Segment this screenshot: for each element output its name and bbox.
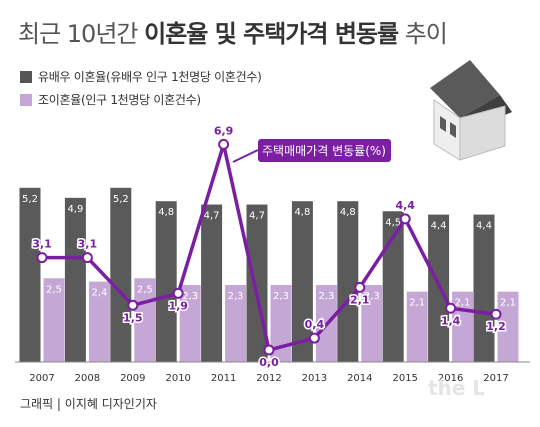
line-point: [490, 308, 502, 320]
bar-value-label-dark: 4,7: [249, 211, 265, 222]
bar-value-label-light: 2,3: [318, 291, 334, 302]
bar-crude-divorce: [406, 291, 428, 362]
title-part-3: 추이: [398, 20, 448, 48]
line-layer: 3,1 3,1 1,5 1,9 6,9 0,0 0,4 2,1 4,4 1,4 1,2: [31, 123, 508, 371]
legend-swatch-light: [20, 93, 32, 106]
line-point: [354, 281, 366, 293]
line-point: [445, 302, 457, 314]
bar-crude-divorce: [43, 278, 65, 362]
house-roof-left: [430, 60, 500, 118]
bar-divorce-married: [291, 201, 313, 362]
title-part-2: 이혼율 및 주택가격 변동률: [144, 20, 399, 48]
bar-value-label-light: 2,1: [409, 298, 425, 309]
bar-value-label-dark: 5,2: [113, 194, 129, 205]
bar-value-label-dark: 4,8: [294, 207, 310, 218]
line-point: [263, 344, 275, 356]
line-value-label: 1,4: [441, 314, 461, 327]
bar-value-label-dark: 4,8: [158, 207, 174, 218]
bar-value-label-light: 2,5: [137, 284, 153, 295]
bar-crude-divorce: [88, 281, 110, 362]
x-tick-label: 2011: [211, 373, 236, 384]
bar-crude-divorce: [361, 284, 383, 362]
line-value-label: 3,1: [32, 238, 52, 251]
bar-divorce-married: [155, 201, 177, 362]
line-value-label: 1,9: [168, 299, 188, 312]
bar-value-label-dark: 4,4: [431, 221, 447, 232]
line-housing-price-change: [42, 142, 497, 352]
house-window-1: [440, 116, 446, 132]
x-tick-label: 2012: [256, 373, 281, 384]
legend-label-divorce-married: 유배우 이혼율(유배우 인구 1천명당 이혼건수): [38, 70, 262, 84]
bar-layer: 5,2 2,5 2007 4,9 2,4 2008 5,2 2,5 2009 4,8 2,3 2010…: [15, 187, 530, 384]
line-point: [308, 332, 320, 344]
x-tick-label: 2010: [165, 373, 190, 384]
legend-item-divorce-married: 유배우 이혼율(유배우 인구 1천명당 이혼건수): [20, 68, 262, 85]
line-point: [127, 299, 139, 311]
bar-value-label-dark: 4,4: [476, 221, 492, 232]
bar-divorce-married: [473, 214, 495, 362]
bar-crude-divorce: [270, 284, 292, 362]
x-tick-label: 2008: [75, 373, 100, 384]
bar-value-label-light: 2,3: [364, 291, 380, 302]
legend-label-crude-divorce: 조이혼율(인구 1천명당 이혼건수): [38, 93, 201, 107]
line-callout: 주택매매가격 변동률(%): [232, 139, 391, 163]
x-tick-label: 2009: [120, 373, 145, 384]
title-part-1: 최근 10년간: [18, 20, 145, 48]
bar-crude-divorce: [225, 284, 247, 362]
legend-item-crude-divorce: 조이혼율(인구 1천명당 이혼건수): [20, 91, 201, 108]
bar-divorce-married: [19, 187, 41, 362]
bar-divorce-married: [64, 197, 86, 362]
bar-value-label-dark: 4,7: [204, 211, 220, 222]
line-value-label: 0,4: [305, 318, 325, 331]
x-tick-label: 2016: [438, 373, 463, 384]
x-tick-label: 2007: [29, 373, 54, 384]
line-value-label: 1,5: [123, 311, 143, 324]
line-point: [81, 252, 93, 264]
legend-swatch-dark: [20, 70, 32, 83]
line-point: [218, 138, 230, 150]
page-title: 최근 10년간 이혼율 및 주택가격 변동률 추이: [18, 14, 448, 49]
line-value-label: 6,9: [214, 124, 234, 137]
bar-value-label-light: 2,3: [182, 291, 198, 302]
bar-value-label-light: 2,4: [91, 288, 107, 299]
bar-value-label-light: 2,3: [228, 291, 244, 302]
bar-value-label-light: 2,1: [455, 298, 471, 309]
bar-value-label-dark: 5,2: [22, 194, 38, 205]
bar-value-label-dark: 4,8: [340, 207, 356, 218]
bar-value-label-light: 2,1: [500, 298, 516, 309]
bar-divorce-married: [382, 211, 404, 362]
callout-label: 주택매매가격 변동률(%): [262, 144, 386, 158]
x-tick-label: 2014: [347, 373, 372, 384]
line-point: [36, 252, 48, 264]
bar-divorce-married: [246, 204, 268, 362]
house-window-2: [450, 122, 456, 138]
x-tick-label: 2015: [392, 373, 417, 384]
watermark-logo: the L: [428, 376, 485, 400]
bar-value-label-light: 2,3: [273, 291, 289, 302]
bar-crude-divorce: [497, 291, 519, 362]
bar-value-label-light: 2,5: [46, 284, 62, 295]
bar-divorce-married: [201, 204, 223, 362]
bar-value-label-dark: 4,9: [67, 204, 83, 215]
house-wall-right: [459, 105, 506, 161]
line-value-label: 3,1: [78, 238, 98, 251]
bar-divorce-married: [337, 201, 359, 362]
line-point: [399, 213, 411, 225]
line-value-label: 0,0: [259, 356, 279, 369]
callout-box: [258, 139, 391, 162]
callout-connector: [232, 149, 259, 163]
graphic-credit: 그래픽 | 이지혜 디자인기자: [20, 397, 157, 411]
line-value-label: 4,4: [395, 199, 415, 212]
x-tick-label: 2013: [302, 373, 327, 384]
line-point: [172, 287, 184, 299]
line-value-label: 1,2: [486, 320, 506, 333]
bar-crude-divorce: [179, 284, 201, 362]
line-value-label: 2,1: [350, 293, 370, 306]
bar-divorce-married: [110, 187, 132, 362]
x-tick-label: 2017: [483, 373, 508, 384]
bar-value-label-dark: 4,5: [385, 217, 401, 228]
